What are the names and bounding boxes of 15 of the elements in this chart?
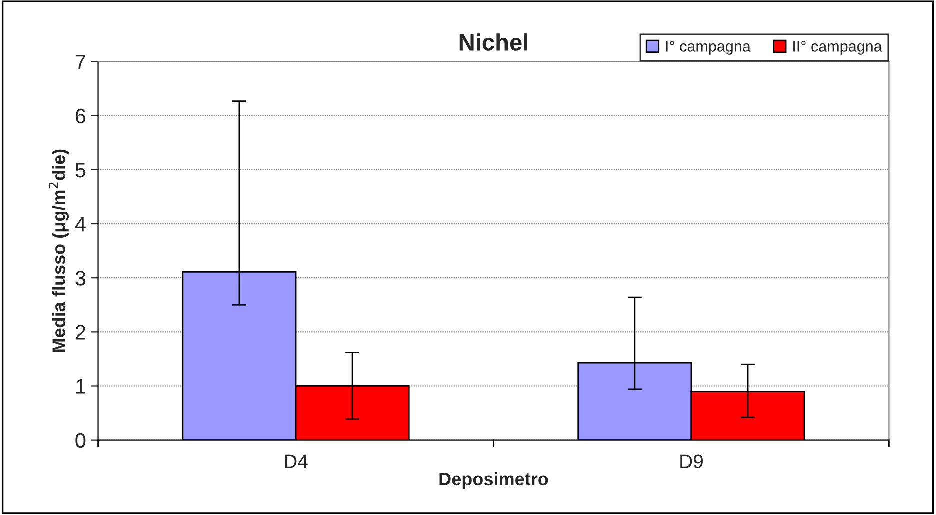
legend-label: I° campagna — [666, 41, 751, 55]
y-tick-label: 7 — [76, 55, 86, 70]
y-tick-label: 3 — [76, 271, 86, 286]
y-tick-label: 2 — [76, 325, 86, 340]
y-tick-label: 4 — [75, 217, 86, 232]
y-tick-label: 6 — [76, 108, 86, 124]
y-tick-label: 1 — [76, 379, 86, 394]
y-axis-title: Media flusso (μg/m$^{2}$die) — [48, 150, 70, 352]
x-axis-title: Deposimetro — [440, 472, 548, 490]
y-tick-label: 5 — [76, 163, 86, 178]
chart-title: Nichel — [460, 34, 528, 51]
legend-label: II° campagna — [794, 41, 882, 55]
x-tick-label: D9 — [680, 454, 703, 468]
y-tick-label: 0 — [76, 433, 86, 448]
x-tick-label: D4 — [285, 454, 308, 468]
